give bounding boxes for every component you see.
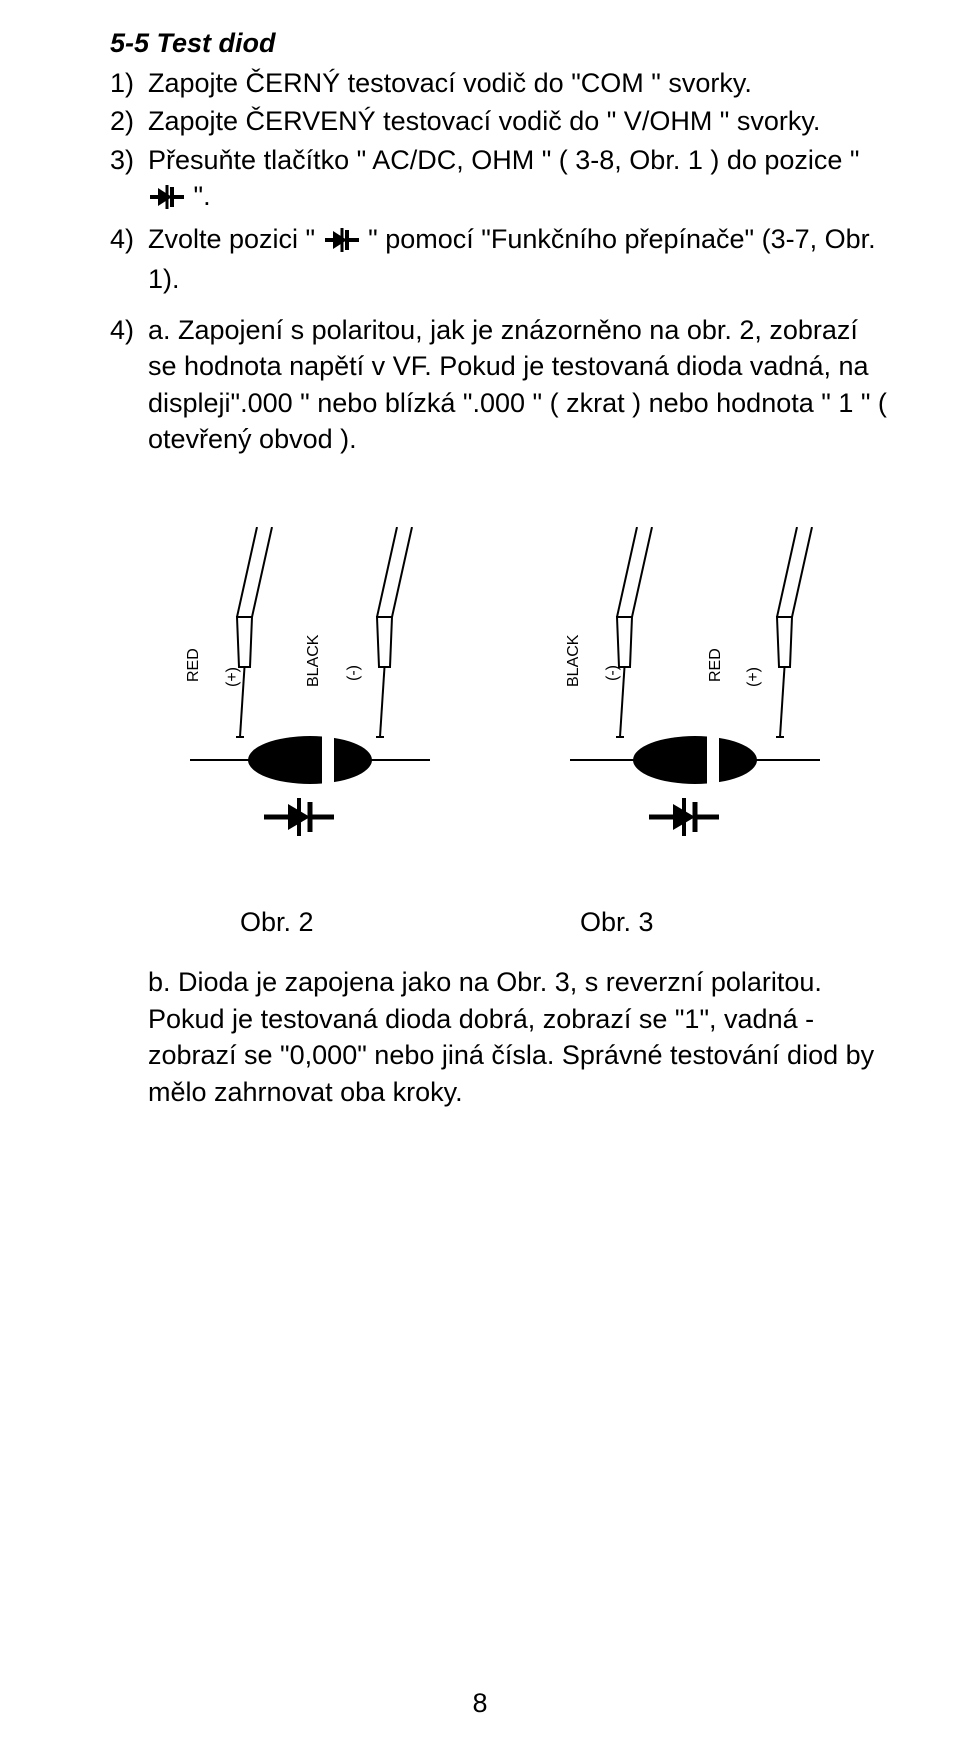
figure-2-diagram: RED (+) BLACK (-) (170, 527, 460, 847)
step-number: 2) (110, 103, 148, 139)
step-4: 4) Zvolte pozici " " pomocí "Funkčního p… (110, 221, 890, 298)
step-text-b: ". (194, 181, 211, 211)
step-3: 3) Přesuňte tlačítko " AC/DC, OHM " ( 3-… (110, 142, 890, 219)
step-2: 2) Zapojte ČERVENÝ testovací vodič do " … (110, 103, 890, 139)
probe-label-black: BLACK (305, 635, 322, 688)
step-number: 1) (110, 65, 148, 101)
step-number: 4) (110, 312, 148, 348)
probe-polarity-plus: (+) (224, 667, 241, 687)
figure-3-diagram: BLACK (-) RED (+) (550, 527, 840, 847)
step-text: a. Zapojení s polaritou, jak je znázorně… (148, 315, 887, 454)
section-title: 5-5 Test diod (110, 28, 890, 59)
step-text: Přesuňte tlačítko " AC/DC, OHM " ( 3-8, … (148, 142, 890, 219)
probe-black (616, 527, 652, 737)
diode-symbol-icon (264, 798, 334, 836)
probe-label-red: RED (707, 649, 724, 683)
paragraph-b: b. Dioda je zapojena jako na Obr. 3, s r… (148, 964, 890, 1110)
probe-red (776, 527, 812, 737)
step-number: 4) (110, 221, 148, 298)
step-text: Zvolte pozici " " pomocí "Funkčního přep… (148, 221, 890, 298)
diode-symbol-icon (649, 798, 719, 836)
diode-icon (325, 225, 359, 261)
document-page: 5-5 Test diod 1) Zapojte ČERNÝ testovací… (0, 0, 960, 1747)
probe-label-black: BLACK (565, 635, 582, 688)
figure-row: RED (+) BLACK (-) (170, 527, 890, 847)
probe-red (236, 527, 272, 737)
caption-figure-3: Obr. 3 (580, 907, 654, 938)
step-number: 3) (110, 142, 148, 219)
figure-captions: Obr. 2 Obr. 3 (240, 907, 890, 938)
page-number: 8 (0, 1688, 960, 1719)
caption-figure-2: Obr. 2 (240, 907, 580, 938)
step-text-a: Zvolte pozici " (148, 224, 323, 254)
step-text: Zapojte ČERVENÝ testovací vodič do " V/O… (148, 103, 890, 139)
probe-label-red: RED (185, 649, 202, 683)
step-1: 1) Zapojte ČERNÝ testovací vodič do "COM… (110, 65, 890, 101)
diode-icon (150, 182, 184, 218)
step-text-a: Přesuňte tlačítko " AC/DC, OHM " ( 3-8, … (148, 145, 860, 175)
step-text: Zapojte ČERNÝ testovací vodič do "COM " … (148, 65, 890, 101)
probe-polarity-plus: (+) (745, 667, 762, 687)
probe-polarity-minus: (-) (345, 665, 362, 681)
step-4a: 4)a. Zapojení s polaritou, jak je znázor… (148, 312, 890, 458)
probe-black (376, 527, 412, 737)
